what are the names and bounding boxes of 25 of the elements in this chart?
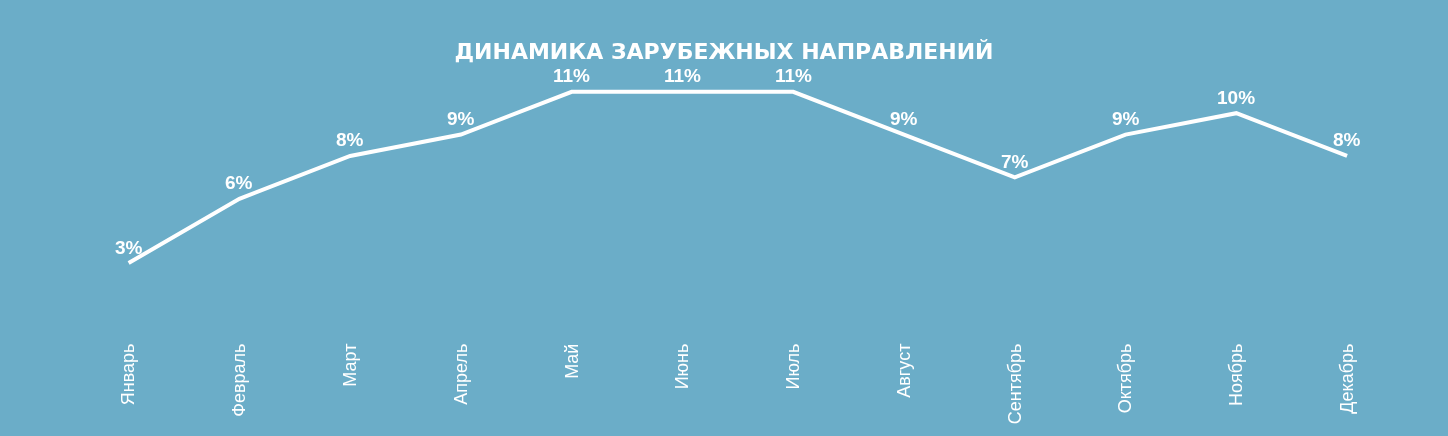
x-tick-label: Июль <box>783 343 804 390</box>
data-label: 11% <box>664 65 702 86</box>
x-tick-label: Август <box>893 343 914 398</box>
x-tick-label: Март <box>340 343 360 387</box>
data-label: 8% <box>1333 129 1361 150</box>
data-label: 7% <box>1001 151 1029 172</box>
x-tick-label: Февраль <box>229 343 250 417</box>
x-tick-label: Декабрь <box>1336 343 1357 414</box>
data-label: 11% <box>553 65 591 86</box>
data-label: 8% <box>336 129 364 150</box>
x-tick-label: Май <box>561 343 582 379</box>
data-label: 9% <box>1112 108 1140 129</box>
chart-title: ДИНАМИКА ЗАРУБЕЖНЫХ НАПРАВЛЕНИЙ <box>454 39 994 64</box>
data-label: 9% <box>447 108 475 129</box>
data-label: 6% <box>225 172 253 193</box>
x-tick-label: Ноябрь <box>1226 343 1247 407</box>
x-tick-label: Октябрь <box>1115 343 1136 414</box>
data-label: 11% <box>775 65 813 86</box>
data-label: 9% <box>890 108 918 129</box>
x-tick-label: Январь <box>118 343 139 406</box>
data-label: 10% <box>1217 87 1256 108</box>
x-tick-label: Сентябрь <box>1004 343 1025 425</box>
x-tick-label: Июнь <box>672 343 693 390</box>
x-tick-label: Апрель <box>450 343 471 405</box>
data-label: 3% <box>115 237 143 258</box>
